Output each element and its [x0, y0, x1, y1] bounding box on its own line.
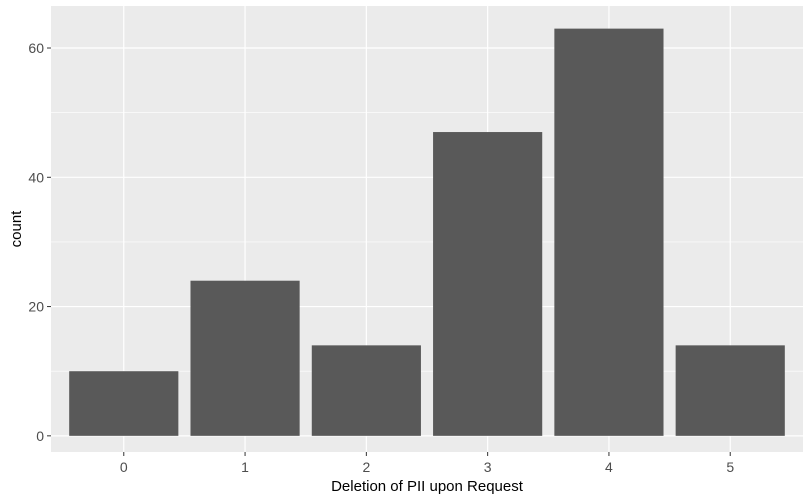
bar-0 [69, 371, 179, 436]
bar-4 [554, 28, 664, 436]
x-tick-label: 2 [362, 459, 370, 475]
bars-group [69, 28, 785, 436]
y-axis-title: count [8, 210, 25, 248]
x-tick-label: 0 [120, 459, 128, 475]
x-tick-label: 5 [726, 459, 734, 475]
bar-1 [190, 280, 300, 436]
x-axis-title: Deletion of PII upon Request [331, 478, 524, 495]
bar-3 [433, 132, 543, 436]
x-tick-label: 1 [241, 459, 249, 475]
x-tick-label: 3 [484, 459, 492, 475]
y-tick-label: 40 [28, 169, 44, 185]
y-axis-ticks: 0 20 40 60 [28, 40, 51, 444]
x-tick-label: 4 [605, 459, 613, 475]
bar-2 [311, 345, 421, 436]
y-tick-label: 20 [28, 299, 44, 315]
x-axis-ticks: 0 1 2 3 4 5 [120, 452, 734, 475]
bar-5 [675, 345, 785, 436]
y-tick-label: 60 [28, 40, 44, 56]
y-tick-label: 0 [36, 428, 44, 444]
